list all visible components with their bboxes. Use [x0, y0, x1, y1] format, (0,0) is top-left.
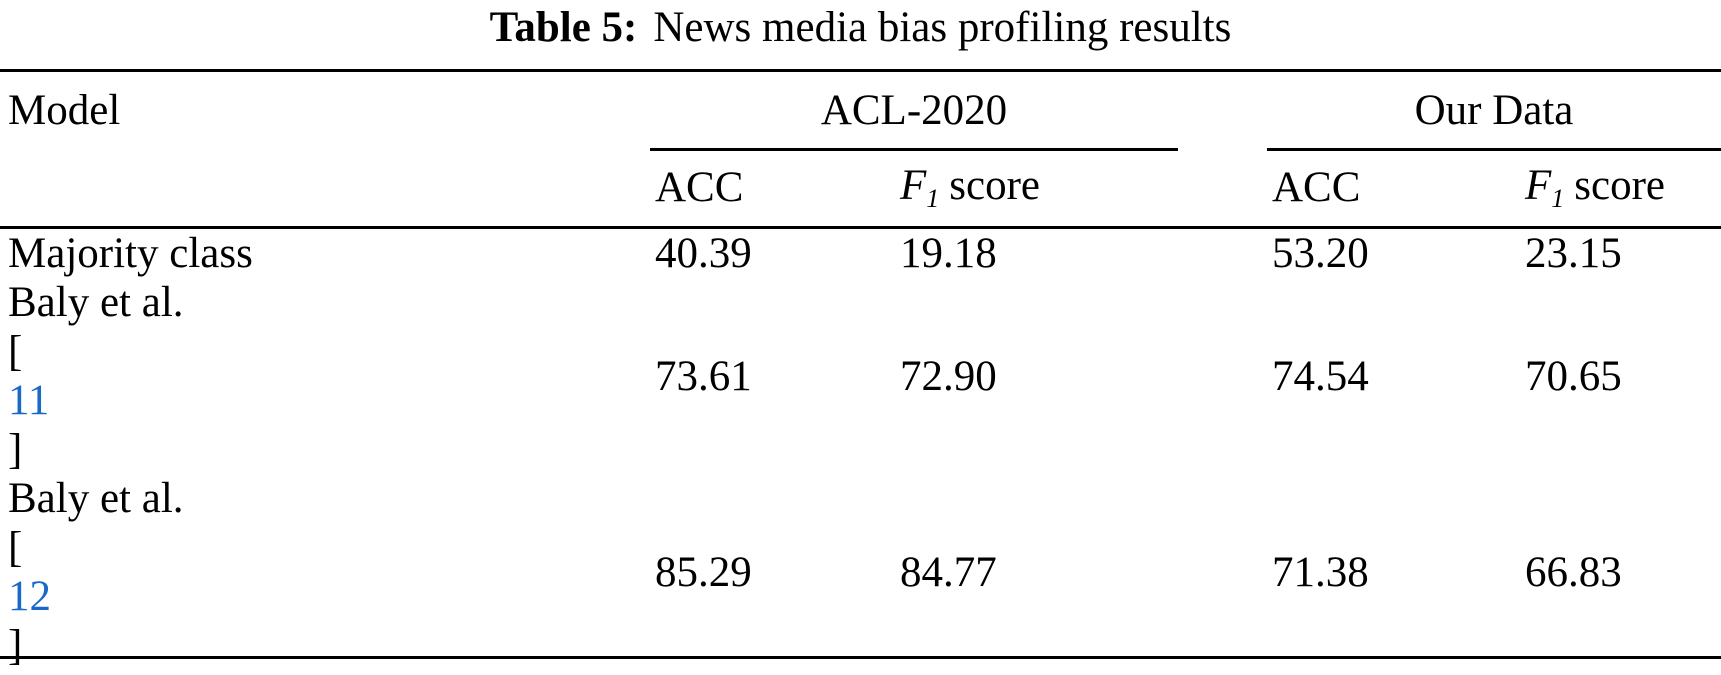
f1-letter: F: [900, 161, 927, 209]
table-caption: Table 5: News media bias profiling result…: [0, 3, 1721, 53]
group-header-acl2020: ACL-2020: [820, 86, 1008, 134]
model-label: Baly et al.: [8, 475, 184, 522]
group-header-row: Model ACL-2020 Our Data: [0, 72, 1721, 148]
model-label: DA-RoBERTa, 2022: [8, 671, 366, 675]
citation-bracket-open: [: [8, 328, 23, 375]
f1-subscript: 1: [926, 183, 940, 213]
cell-value: 23.15: [1525, 230, 1622, 277]
model-name: DA-RoBERTa, 2022 [24]: [0, 670, 650, 675]
cell-value: 84.77: [900, 548, 997, 596]
top-rule: [0, 69, 1721, 72]
citation-bracket-close: ]: [8, 622, 23, 669]
cmidrule-acl2020: [650, 148, 1178, 151]
model-name: Baly et al. [12]: [0, 474, 650, 670]
cmidrule-our-data: [1267, 148, 1721, 151]
citation-bracket-close: ]: [8, 426, 23, 473]
citation-bracket-open: [: [8, 524, 23, 571]
model-column-header: Model: [8, 86, 121, 134]
mid-rule: [0, 226, 1721, 229]
f1-suffix: score: [1574, 161, 1666, 209]
model-name: Baly et al. [11]: [0, 278, 650, 474]
subheader-row: ACC F1 score ACC F1 score: [0, 150, 1721, 224]
subheader-acc-our: ACC: [1272, 163, 1361, 211]
model-label: Baly et al.: [8, 279, 184, 326]
f1-subscript: 1: [1551, 183, 1565, 213]
cell-value: 74.54: [1272, 352, 1369, 400]
subheader-acc-acl: ACC: [655, 163, 744, 211]
table-row: Majority class 40.39 19.18 53.20 23.15: [0, 229, 1721, 278]
citation-link[interactable]: 11: [8, 377, 50, 424]
f1-suffix: score: [949, 161, 1041, 209]
table-caption-number: Table 5:: [489, 4, 638, 51]
cell-value: 85.29: [655, 548, 752, 596]
table-row: DA-RoBERTa, 2022 [24]83.7282,9876.7370.1…: [0, 670, 1721, 675]
cell-value: 19.18: [900, 230, 997, 277]
model-label: Majority class: [8, 230, 253, 277]
cell-value: 73.61: [655, 352, 752, 400]
cell-value: 53.20: [1272, 230, 1369, 277]
cell-value: 70.65: [1525, 352, 1622, 400]
cell-value: 71.38: [1272, 548, 1369, 596]
citation-link[interactable]: 12: [8, 573, 51, 620]
table-row: Baly et al. [12] 85.29 84.77 71.38 66.83: [0, 474, 1721, 670]
subheader-f1-our: F1 score: [1520, 161, 1721, 214]
table-row: Baly et al. [11] 73.61 72.90 74.54 70.65: [0, 278, 1721, 474]
table-caption-text: News media bias profiling results: [653, 4, 1232, 51]
cell-value: 40.39: [655, 230, 752, 277]
model-name: Majority class: [0, 229, 650, 278]
subheader-f1-acl: F1 score: [895, 161, 1178, 214]
bottom-rule: [0, 656, 1721, 659]
f1-letter: F: [1525, 161, 1552, 209]
cell-value: 66.83: [1525, 548, 1622, 596]
group-header-our-data: Our Data: [1414, 86, 1574, 134]
table-body: Majority class 40.39 19.18 53.20 23.15 Baly e…: [0, 229, 1721, 675]
cell-value: 72.90: [900, 352, 997, 400]
